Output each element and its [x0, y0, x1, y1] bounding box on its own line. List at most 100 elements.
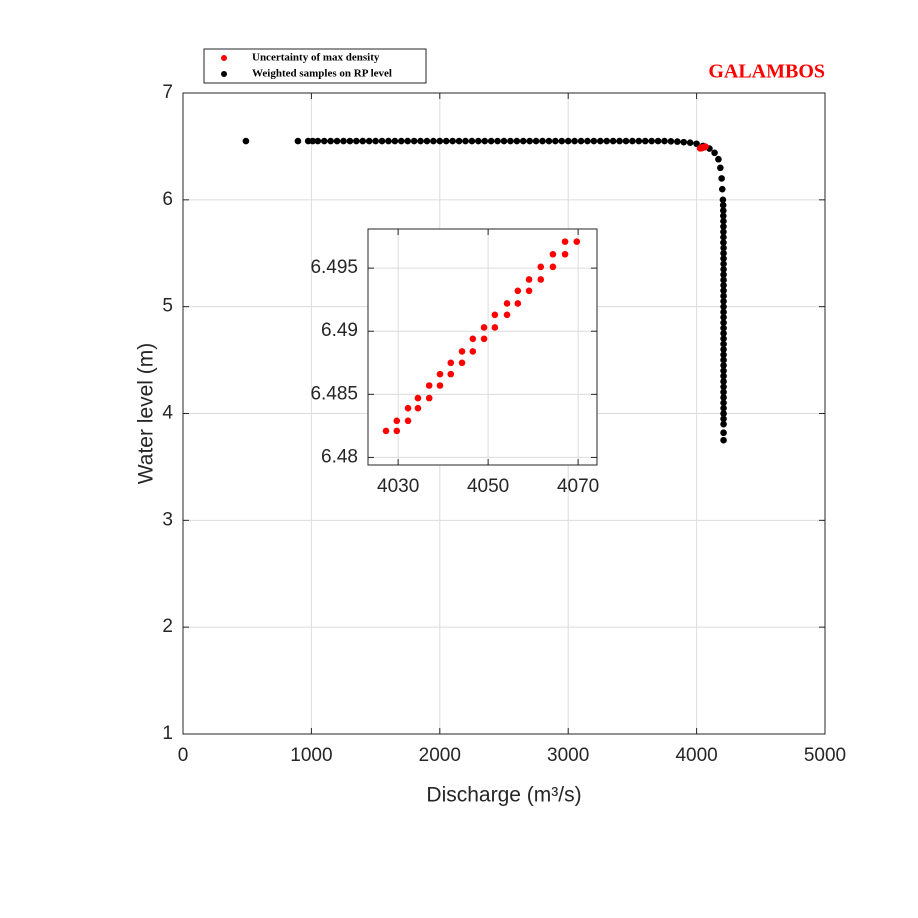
point [500, 137, 508, 145]
point [720, 314, 727, 321]
point [423, 137, 431, 145]
point [702, 143, 709, 151]
point [648, 137, 655, 145]
point [720, 217, 727, 225]
point [549, 263, 557, 271]
point [720, 367, 727, 375]
point [720, 404, 727, 412]
point [635, 137, 643, 145]
point [404, 404, 412, 412]
point [720, 436, 727, 444]
point [720, 394, 727, 401]
point [359, 137, 367, 145]
point [717, 164, 724, 172]
point [584, 137, 591, 145]
point [720, 228, 727, 236]
axes-frame [367, 228, 598, 466]
point [526, 137, 533, 145]
point [720, 335, 727, 343]
point [720, 340, 727, 348]
point [491, 311, 499, 319]
y-tick-label: 3 [162, 509, 173, 530]
point [537, 276, 545, 283]
point [532, 137, 540, 145]
point [720, 319, 727, 326]
point [720, 207, 727, 214]
point [294, 137, 302, 145]
y-tick-label: 6.485 [310, 383, 358, 404]
axes-frame [182, 92, 826, 735]
y-tick-label: 7 [162, 82, 173, 103]
point [447, 359, 455, 367]
point [661, 137, 668, 145]
point [680, 138, 688, 146]
legend-marker [221, 71, 227, 77]
point [720, 276, 727, 284]
point [609, 137, 617, 145]
plot-area [368, 229, 597, 465]
point [720, 372, 727, 380]
point [545, 137, 553, 145]
point [654, 137, 662, 145]
point [720, 255, 727, 262]
point [525, 276, 533, 283]
point [720, 239, 727, 246]
point [720, 282, 727, 289]
point [720, 330, 727, 337]
point [393, 417, 401, 425]
point [519, 137, 527, 145]
point [718, 175, 725, 182]
point [314, 137, 322, 145]
point [564, 137, 572, 145]
point [333, 137, 341, 145]
point [475, 137, 482, 145]
point [410, 137, 418, 145]
point [487, 137, 495, 145]
x-tick-label: 3000 [547, 745, 589, 766]
point [622, 137, 630, 145]
point [404, 137, 412, 145]
point [720, 271, 727, 278]
point [327, 137, 334, 145]
point [549, 250, 557, 258]
x-tick-label: 4050 [467, 476, 509, 497]
point [720, 244, 727, 252]
point [720, 415, 727, 423]
point [393, 427, 401, 435]
legend-label: Weighted samples on RP level [252, 68, 392, 80]
x-axis-label: Discharge (m³/s) [426, 784, 581, 807]
x-tick-label: 2000 [419, 745, 461, 766]
point [514, 300, 522, 307]
y-tick-label: 6 [162, 189, 173, 210]
point [720, 388, 727, 396]
point [372, 137, 379, 145]
point [480, 324, 488, 331]
point [436, 137, 444, 145]
point [720, 249, 727, 257]
point [715, 155, 722, 163]
point [378, 137, 386, 145]
point [720, 292, 727, 300]
point [571, 137, 578, 145]
point [462, 137, 469, 145]
point [720, 233, 727, 241]
point [720, 362, 727, 369]
point [494, 137, 501, 145]
point [340, 137, 347, 145]
point [590, 137, 598, 145]
point [720, 378, 727, 385]
y-tick-label: 2 [162, 616, 173, 637]
point [573, 238, 581, 245]
point [558, 137, 566, 145]
y-axis-label: Water level (m) [135, 343, 158, 485]
point [561, 238, 569, 245]
y-tick-label: 1 [162, 723, 173, 744]
point [537, 263, 545, 271]
point [577, 137, 585, 145]
point [425, 382, 433, 389]
point [720, 399, 727, 407]
point [525, 287, 533, 295]
point [720, 324, 727, 332]
point [674, 138, 681, 145]
